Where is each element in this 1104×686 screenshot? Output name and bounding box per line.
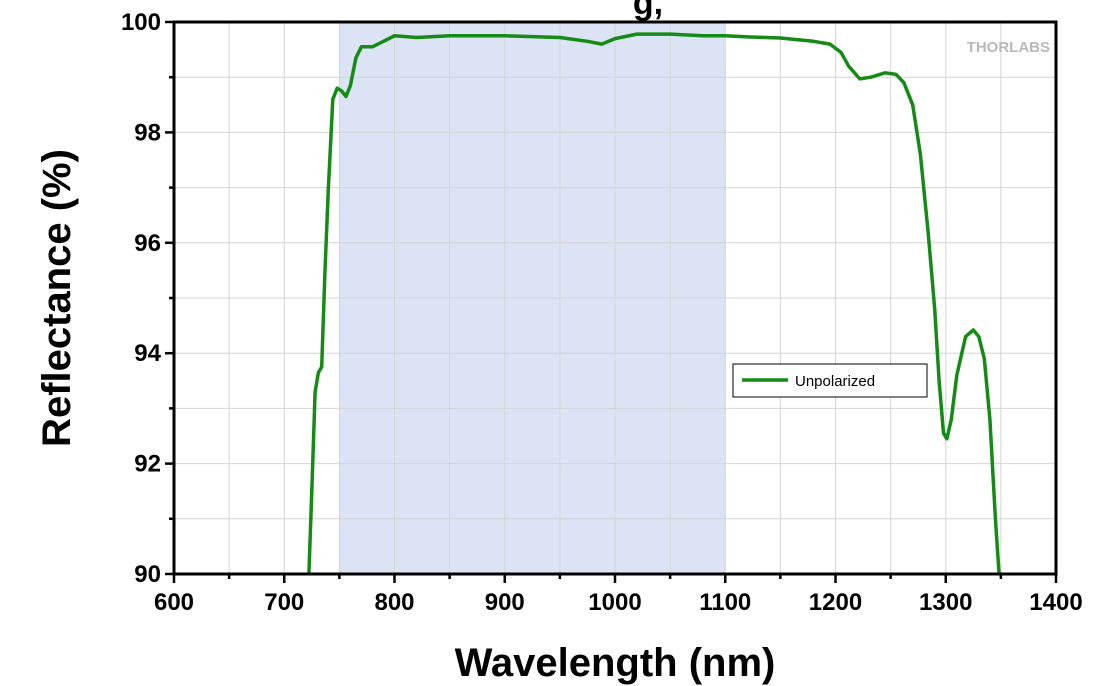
y-tick-label: 90 xyxy=(134,561,161,588)
x-tick-label: 1300 xyxy=(919,589,972,616)
x-axis-tick-labels: 600 700 800 900 1000 1100 1200 1300 1400 xyxy=(154,589,1083,616)
legend: Unpolarized xyxy=(732,363,928,398)
y-axis-label: Reflectance (%) xyxy=(35,149,79,447)
series-line-unpolarized xyxy=(307,32,1001,574)
legend-label: Unpolarized xyxy=(795,373,875,390)
plot-area xyxy=(174,22,1056,574)
x-axis-label: Wavelength (nm) xyxy=(455,641,776,685)
y-tick-label: 96 xyxy=(134,230,161,257)
y-axis-tick-labels: 90 92 94 96 98 100 xyxy=(121,9,162,588)
x-tick-label: 900 xyxy=(485,589,525,616)
x-tick-label: 1200 xyxy=(809,589,862,616)
x-tick-label: 1400 xyxy=(1029,589,1082,616)
y-tick-label: 92 xyxy=(134,451,161,478)
y-tick-label: 94 xyxy=(134,340,161,367)
axis-ticks xyxy=(165,20,1058,583)
x-tick-label: 1100 xyxy=(699,589,751,616)
y-tick-label: 98 xyxy=(134,119,161,146)
x-tick-label: 1000 xyxy=(588,589,641,616)
x-tick-label: 800 xyxy=(374,589,414,616)
grid-lines xyxy=(174,22,1056,574)
x-tick-label: 700 xyxy=(264,589,304,616)
chart-title-fragment: g, xyxy=(633,0,663,22)
thorlabs-watermark: THORLABS xyxy=(967,39,1050,56)
y-tick-label: 100 xyxy=(121,9,161,36)
x-tick-label: 600 xyxy=(154,589,194,616)
